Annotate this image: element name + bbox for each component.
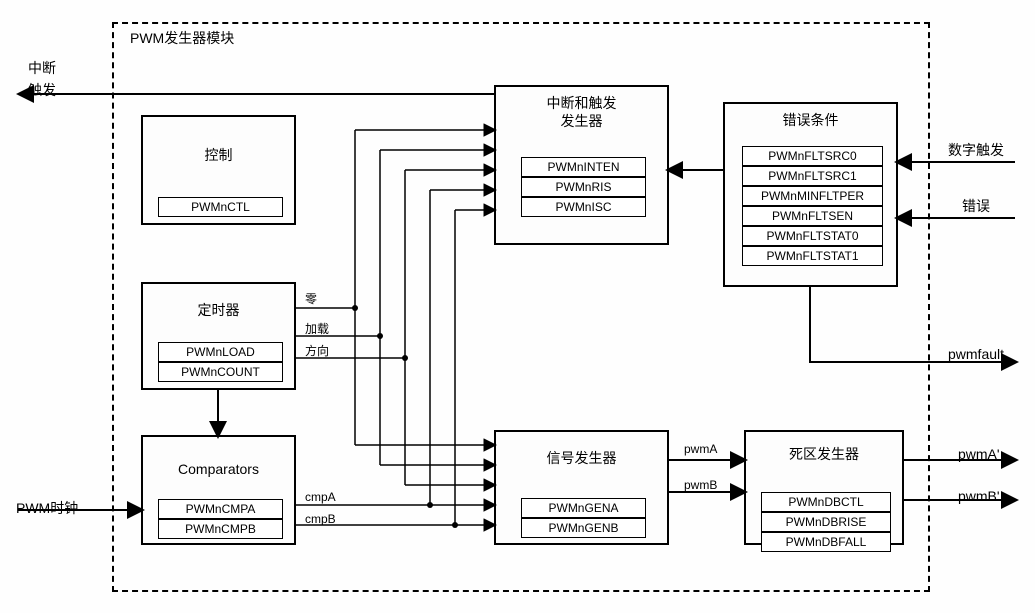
int-trig-gen-title-2: 发生器: [496, 113, 667, 130]
deadband-title: 死区发生器: [746, 446, 902, 463]
label-trigger: 触发: [28, 80, 56, 100]
comparators-title: Comparators: [143, 461, 294, 478]
reg-fltsrc1: PWMnFLTSRC1: [742, 166, 883, 186]
diagram-canvas: PWM发生器模块 中断 触发 PWM时钟 数字触发 错误 pwmfault pw…: [0, 0, 1035, 613]
label-pwmfault: pwmfault: [948, 346, 1004, 362]
label-pwm-clock: PWM时钟: [16, 498, 78, 518]
reg-pwmngena: PWMnGENA: [521, 498, 646, 518]
control-title: 控制: [143, 147, 294, 164]
label-digital-trigger: 数字触发: [948, 140, 1004, 160]
reg-pwmncmpb: PWMnCMPB: [158, 519, 283, 539]
label-error-in: 错误: [962, 196, 990, 216]
reg-fltstat1: PWMnFLTSTAT1: [742, 246, 883, 266]
control-block: 控制 PWMnCTL: [141, 115, 296, 225]
reg-pwmndbctl: PWMnDBCTL: [761, 492, 891, 512]
reg-pwmncmpa: PWMnCMPA: [158, 499, 283, 519]
signal-gen-block: 信号发生器 PWMnGENA PWMnGENB: [494, 430, 669, 545]
reg-pwmnisc: PWMnISC: [521, 197, 646, 217]
reg-pwmnris: PWMnRIS: [521, 177, 646, 197]
module-title: PWM发生器模块: [130, 28, 234, 48]
label-cmpA: cmpA: [305, 490, 336, 504]
int-trig-gen-title-1: 中断和触发: [496, 95, 667, 112]
reg-pwmndbrise: PWMnDBRISE: [761, 512, 891, 532]
label-pwmA: pwmA: [684, 442, 717, 456]
reg-fltstat0: PWMnFLTSTAT0: [742, 226, 883, 246]
reg-minfltper: PWMnMINFLTPER: [742, 186, 883, 206]
comparators-block: Comparators PWMnCMPA PWMnCMPB: [141, 435, 296, 545]
label-interrupt: 中断: [28, 58, 56, 78]
reg-fltsrc0: PWMnFLTSRC0: [742, 146, 883, 166]
label-load: 加载: [305, 320, 329, 337]
reg-fltsen: PWMnFLTSEN: [742, 206, 883, 226]
reg-pwmnctl: PWMnCTL: [158, 197, 283, 217]
timer-block: 定时器 PWMnLOAD PWMnCOUNT: [141, 282, 296, 390]
reg-pwmnload: PWMnLOAD: [158, 342, 283, 362]
reg-pwmninten: PWMnINTEN: [521, 157, 646, 177]
timer-title: 定时器: [143, 302, 294, 319]
label-dir: 方向: [305, 342, 329, 359]
label-zero: 零: [305, 290, 317, 307]
reg-pwmncount: PWMnCOUNT: [158, 362, 283, 382]
reg-pwmngenb: PWMnGENB: [521, 518, 646, 538]
fault-title: 错误条件: [725, 112, 896, 129]
fault-block: 错误条件 PWMnFLTSRC0 PWMnFLTSRC1 PWMnMINFLTP…: [723, 102, 898, 287]
label-pwmB-out: pwmB': [958, 488, 1000, 504]
label-cmpB: cmpB: [305, 512, 336, 526]
deadband-block: 死区发生器 PWMnDBCTL PWMnDBRISE PWMnDBFALL: [744, 430, 904, 545]
signal-gen-title: 信号发生器: [496, 450, 667, 467]
label-pwmA-out: pwmA': [958, 446, 1000, 462]
int-trig-gen-block: 中断和触发 发生器 PWMnINTEN PWMnRIS PWMnISC: [494, 85, 669, 245]
label-pwmB: pwmB: [684, 478, 717, 492]
reg-pwmndbfall: PWMnDBFALL: [761, 532, 891, 552]
